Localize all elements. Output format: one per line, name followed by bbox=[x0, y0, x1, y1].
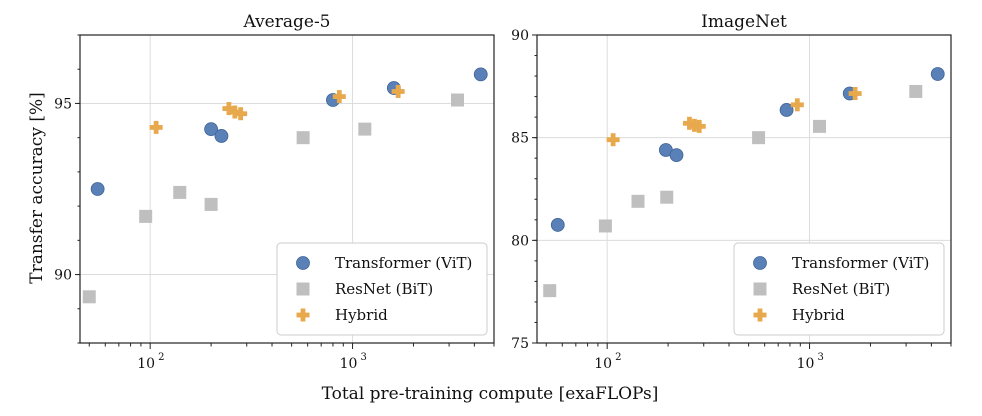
shared-xlabel: Total pre-training compute [exaFLOPs] bbox=[322, 384, 659, 404]
imagenet-resnet-bit-point bbox=[598, 219, 612, 233]
average5-hybrid-point bbox=[332, 90, 346, 104]
average5-legend-box bbox=[276, 242, 488, 336]
imagenet-legend-hybrid-marker bbox=[753, 308, 767, 322]
imagenet-legend-transformer-vit-marker bbox=[753, 256, 767, 270]
imagenet-transformer-vit-point bbox=[669, 148, 684, 163]
average5-legend-transformer-vit-label: Transformer (ViT) bbox=[335, 254, 472, 272]
average5-xtick-label: 10 bbox=[137, 356, 155, 372]
average5-transformer-vit-point bbox=[204, 122, 218, 137]
imagenet-resnet-bit-point bbox=[813, 119, 827, 133]
shared-ylabel: Transfer accuracy [%] bbox=[27, 92, 47, 284]
imagenet-resnet-bit-point bbox=[909, 84, 923, 98]
imagenet-ytick-label: 90 bbox=[511, 28, 529, 44]
imagenet-hybrid-point bbox=[848, 87, 862, 101]
imagenet-legend-resnet-bit-label: ResNet (BiT) bbox=[792, 280, 890, 298]
imagenet-xtick-label: 10 bbox=[797, 356, 815, 372]
average5-resnet-bit-point bbox=[173, 185, 187, 199]
imagenet-hybrid-point bbox=[606, 133, 620, 147]
imagenet-transformer-vit-point bbox=[550, 218, 565, 232]
average5-plot-frame bbox=[79, 34, 495, 344]
imagenet-ytick-label: 80 bbox=[511, 233, 529, 249]
average5-ytick-label: 95 bbox=[54, 96, 72, 112]
imagenet-chart-title: ImageNet bbox=[701, 12, 787, 32]
imagenet-resnet-bit-point bbox=[660, 190, 674, 204]
average5-xtick-exponent: 2 bbox=[158, 352, 164, 363]
imagenet-xtick-exponent: 2 bbox=[615, 352, 621, 363]
average5-resnet-bit-point bbox=[139, 209, 153, 223]
imagenet-legend-transformer-vit-label: Transformer (ViT) bbox=[792, 254, 929, 272]
average5-xtick-label: 10 bbox=[340, 356, 358, 372]
imagenet-transformer-vit-point bbox=[779, 103, 794, 117]
imagenet-legend-resnet-bit-marker bbox=[753, 282, 767, 296]
imagenet-legend: Transformer (ViT) ResNet (BiT) Hybrid bbox=[733, 242, 945, 336]
average5-legend-hybrid-label: Hybrid bbox=[335, 306, 388, 324]
imagenet-hybrid-point bbox=[692, 119, 706, 133]
average5-hybrid-point bbox=[234, 107, 248, 121]
average5-resnet-bit-point bbox=[296, 131, 310, 145]
average5-xtick-exponent: 3 bbox=[361, 352, 367, 363]
average5-hybrid-point bbox=[149, 120, 163, 134]
imagenet-legend-hybrid-label: Hybrid bbox=[792, 306, 845, 324]
imagenet-xtick-exponent: 3 bbox=[818, 352, 824, 363]
average5-chart-title: Average-5 bbox=[242, 12, 330, 32]
average5-resnet-bit-point bbox=[358, 122, 372, 136]
average5-legend-resnet-bit-label: ResNet (BiT) bbox=[335, 280, 433, 298]
average5-transformer-vit-point bbox=[473, 67, 488, 82]
imagenet-transformer-vit-point bbox=[930, 67, 945, 81]
imagenet-hybrid-point bbox=[790, 98, 804, 112]
average5-resnet-bit-point bbox=[82, 290, 96, 304]
average5-transformer-vit-point bbox=[90, 182, 105, 196]
imagenet-resnet-bit-point bbox=[752, 131, 766, 145]
imagenet-resnet-bit-point bbox=[543, 284, 557, 298]
average5-hybrid-point bbox=[391, 84, 405, 98]
imagenet-resnet-bit-point bbox=[631, 194, 645, 208]
imagenet-plot-frame bbox=[536, 34, 952, 344]
average5-legend-resnet-bit-marker bbox=[296, 282, 310, 296]
average5-ytick-label: 90 bbox=[54, 268, 72, 284]
average5-hybrid-point bbox=[222, 102, 236, 116]
imagenet-ytick-label: 75 bbox=[511, 336, 529, 352]
average5-resnet-bit-point bbox=[204, 197, 218, 211]
average5-legend: Transformer (ViT) ResNet (BiT) Hybrid bbox=[276, 242, 488, 336]
imagenet-xtick-label: 10 bbox=[594, 356, 612, 372]
average5-resnet-bit-point bbox=[450, 93, 464, 107]
average5-legend-transformer-vit-marker bbox=[296, 256, 310, 270]
imagenet-legend-box bbox=[733, 242, 945, 336]
imagenet-ytick-label: 85 bbox=[511, 131, 529, 147]
average5-transformer-vit-point bbox=[214, 129, 229, 143]
average5-legend-hybrid-marker bbox=[296, 308, 310, 322]
